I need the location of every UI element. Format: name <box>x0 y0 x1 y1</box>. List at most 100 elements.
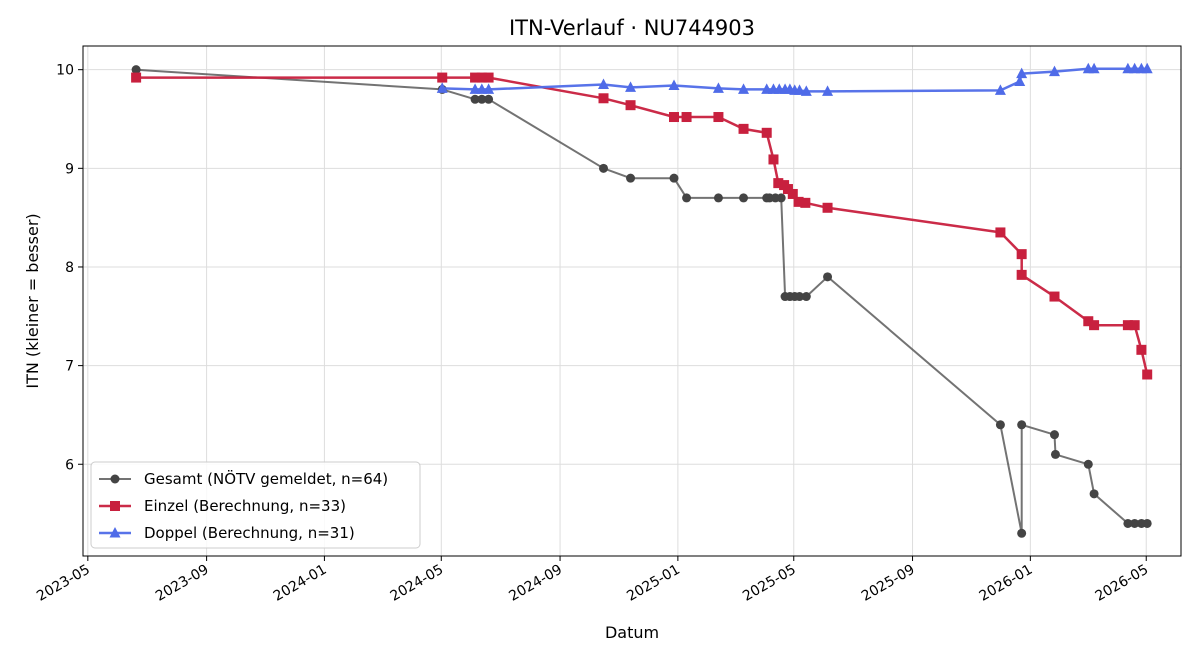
series-1 <box>131 65 1152 538</box>
data-point <box>1050 449 1060 459</box>
x-tick-label: 2025-09 <box>859 562 918 605</box>
data-point <box>436 82 448 93</box>
data-point <box>668 79 680 90</box>
data-point <box>1129 320 1140 331</box>
legend-marker <box>110 474 120 484</box>
data-point <box>1089 320 1100 331</box>
data-point <box>476 72 487 83</box>
y-axis: 6 7 8 9 10 <box>56 63 83 473</box>
legend-label: Gesamt (NÖTV gemeldet, n=64) <box>144 469 388 488</box>
chart-title: ITN-Verlauf · NU744903 <box>509 16 755 40</box>
legend: Gesamt (NÖTV gemeldet, n=64) Einzel (Bere… <box>90 461 421 549</box>
x-axis-label: Datum <box>605 623 659 642</box>
data-point <box>1049 291 1060 302</box>
data-point <box>995 227 1006 238</box>
data-point <box>483 72 494 83</box>
y-tick-label: 9 <box>65 161 74 177</box>
x-tick-label: 2024-05 <box>388 562 447 605</box>
y-tick-label: 7 <box>65 359 74 375</box>
data-point <box>1123 518 1133 528</box>
legend-marker <box>109 527 121 538</box>
data-point <box>1122 320 1133 331</box>
legend-item: Gesamt (NÖTV gemeldet, n=64) <box>99 469 388 488</box>
data-point <box>994 84 1006 95</box>
x-tick-label: 2026-01 <box>977 562 1036 605</box>
x-axis: 2023-05 2023-09 2024-01 2024-05 2024-09 2025-… <box>34 556 1151 605</box>
series-3 <box>436 62 1153 96</box>
data-point <box>484 94 494 104</box>
legend-label: Einzel (Berechnung, n=33) <box>144 497 346 515</box>
plot-frame <box>82 45 1182 557</box>
data-point <box>1049 430 1059 440</box>
data-point <box>626 173 636 183</box>
data-point <box>470 72 481 83</box>
data-point <box>1142 369 1153 380</box>
legend-box <box>90 461 421 549</box>
data-point <box>995 420 1005 430</box>
data-point <box>776 193 786 203</box>
data-point <box>669 173 679 183</box>
series-layer <box>131 62 1153 538</box>
data-point <box>738 83 750 94</box>
data-point <box>625 100 636 111</box>
data-point <box>598 78 610 89</box>
data-point <box>1016 249 1027 260</box>
data-point <box>483 83 495 94</box>
data-point <box>131 72 142 83</box>
data-point <box>599 163 609 173</box>
series-line <box>136 76 1149 375</box>
x-tick-label: 2025-05 <box>740 562 799 605</box>
data-point <box>795 292 805 302</box>
data-point <box>1016 269 1027 280</box>
y-axis-label: ITN (kleiner = besser) <box>23 213 42 388</box>
data-point <box>823 272 833 282</box>
data-point <box>773 178 784 189</box>
data-point <box>800 85 812 96</box>
x-tick-label: 2024-09 <box>506 562 565 605</box>
y-tick-label: 10 <box>56 63 74 79</box>
data-point <box>1089 489 1099 499</box>
data-point <box>1017 528 1027 538</box>
data-point <box>1083 316 1094 327</box>
data-point <box>1130 518 1140 528</box>
data-point <box>794 84 806 95</box>
data-point <box>470 94 480 104</box>
legend-marker <box>110 501 120 511</box>
data-point <box>1014 75 1026 87</box>
data-point <box>1136 344 1147 355</box>
data-point <box>1017 420 1027 430</box>
legend-item: Doppel (Berechnung, n=31) <box>99 524 355 542</box>
x-tick-label: 2026-05 <box>1093 562 1152 605</box>
data-point <box>669 112 680 123</box>
data-point <box>682 193 692 203</box>
x-tick-label: 2025-01 <box>624 562 683 605</box>
data-point <box>1016 67 1028 79</box>
data-point <box>713 112 724 123</box>
data-point <box>681 112 692 123</box>
x-tick-label: 2023-09 <box>153 562 212 605</box>
data-point <box>800 197 811 208</box>
x-tick-label: 2024-01 <box>271 562 330 605</box>
data-point <box>1142 518 1152 528</box>
data-point <box>801 292 811 302</box>
data-point <box>477 94 487 104</box>
data-point <box>822 85 834 96</box>
data-point <box>1088 62 1100 74</box>
data-point <box>793 196 804 207</box>
data-point <box>739 193 749 203</box>
x-tick-label: 2023-05 <box>34 562 93 605</box>
data-point <box>738 123 749 134</box>
data-point <box>625 81 637 92</box>
y-tick-label: 8 <box>65 260 74 276</box>
data-point <box>713 193 723 203</box>
data-point <box>712 82 724 93</box>
data-point <box>1048 65 1060 77</box>
series-2 <box>131 72 1153 380</box>
legend-item: Einzel (Berechnung, n=33) <box>99 497 346 515</box>
data-point <box>1141 62 1153 74</box>
y-tick-label: 6 <box>65 457 74 473</box>
data-point <box>768 154 779 165</box>
data-point <box>787 188 798 199</box>
data-point <box>131 65 141 75</box>
